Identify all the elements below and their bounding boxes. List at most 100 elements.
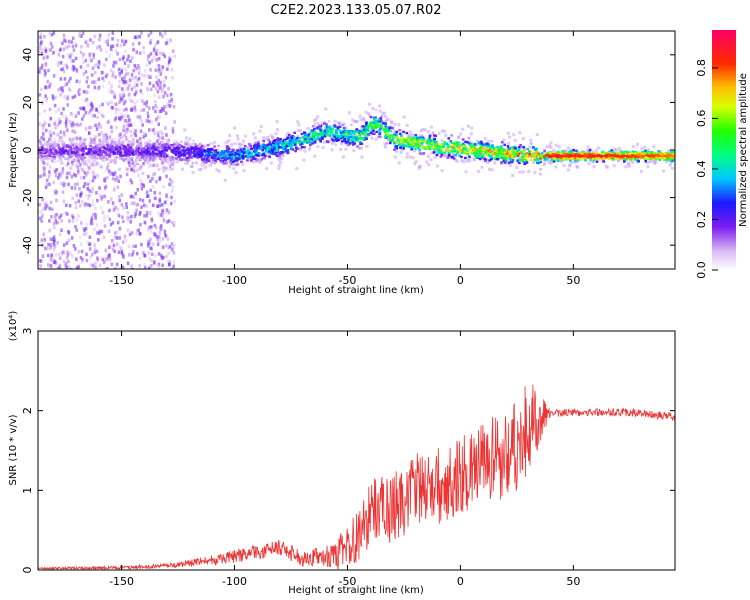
spectrogram-cell: [182, 153, 185, 156]
spectrogram-noise-cell: [148, 266, 151, 269]
spectrogram-cell: [262, 153, 265, 157]
spectrogram-cell: [622, 154, 625, 157]
spectrogram-cell: [171, 158, 174, 161]
spectrogram-halo-cell: [236, 134, 239, 138]
spectrogram-cell: [484, 151, 487, 154]
spectrogram-noise-cell: [92, 52, 95, 57]
spectrogram-cell: [522, 155, 525, 158]
spectrogram-noise-cell: [88, 235, 92, 239]
spectrogram-noise-cell: [71, 124, 74, 128]
spectrogram-noise-cell: [170, 99, 174, 104]
spectrogram-cell: [236, 151, 240, 154]
spectrogram-cell: [221, 160, 225, 163]
colorbar-tick-label: 0.8: [695, 59, 708, 77]
spectrogram-noise-cell: [158, 231, 161, 235]
spectrogram-cell: [508, 154, 512, 157]
spectrogram-cell: [330, 142, 334, 145]
spectrogram-halo-cell: [80, 167, 84, 171]
spectrogram-halo-cell: [538, 172, 542, 176]
spectrogram-cell: [313, 137, 316, 140]
spectrogram-noise-cell: [162, 218, 165, 222]
spectrogram-cell: [188, 153, 191, 156]
spectrogram-cell: [68, 153, 71, 156]
spectrogram-halo-cell: [469, 132, 473, 136]
spectrogram-noise-cell: [85, 252, 88, 257]
spectrogram-noise-cell: [170, 267, 173, 269]
spectrogram-cell: [338, 129, 342, 132]
spectrogram-noise-cell: [162, 94, 165, 99]
spectrogram-cell: [357, 137, 361, 140]
spectrogram-cell: [151, 152, 154, 155]
spectrogram-noise-cell: [45, 178, 49, 183]
spectrogram-cell: [474, 152, 477, 155]
spectrogram-noise-cell: [48, 172, 51, 176]
spectrogram-cell: [637, 155, 641, 158]
spectrogram-cell: [302, 141, 305, 144]
spectrogram-cell: [595, 160, 599, 163]
spectrogram-cell: [490, 158, 493, 161]
spectrogram-cell: [285, 137, 289, 140]
spectrogram-noise-cell: [103, 218, 106, 222]
spectrogram-halo-cell: [344, 126, 348, 130]
spectrogram-cell: [169, 155, 173, 159]
spectrogram-cell: [539, 160, 542, 163]
spectrogram-halo-cell: [643, 145, 647, 149]
spectrogram-noise-cell: [52, 131, 56, 135]
spectrogram-noise-cell: [136, 168, 139, 172]
spectrogram-cell: [41, 157, 45, 160]
spectrogram-cell: [446, 143, 450, 147]
spectrogram-noise-cell: [157, 133, 160, 137]
spectrogram-cell: [217, 144, 220, 148]
spectrogram-cell: [579, 157, 583, 160]
spectrogram-noise-cell: [149, 41, 152, 45]
spectrogram-cell: [566, 153, 569, 156]
spectrogram-cell: [350, 132, 353, 136]
spectrogram-halo-cell: [516, 160, 520, 164]
spectrogram-cell: [99, 152, 102, 156]
spectrogram-cell: [399, 146, 402, 149]
spectrogram-halo-cell: [240, 143, 244, 147]
spectrogram-noise-cell: [80, 34, 83, 38]
spectrogram-cell: [187, 158, 191, 162]
spectrogram-noise-cell: [168, 260, 172, 264]
spectrogram-cell: [229, 153, 232, 157]
spectrogram-cell: [471, 147, 475, 150]
spectrogram-halo-cell: [465, 159, 469, 163]
spectrogram-noise-cell: [159, 213, 163, 217]
spectrogram-noise-cell: [115, 176, 119, 180]
spectrogram-noise-cell: [148, 162, 152, 167]
spectrogram-noise-cell: [160, 159, 164, 163]
spectrogram-cell: [257, 145, 260, 148]
spectrogram-cell: [214, 151, 217, 154]
spectrogram-halo-cell: [614, 148, 618, 152]
spectrogram-noise-cell: [110, 90, 114, 94]
spectrogram-cell: [184, 158, 187, 162]
spectrogram-noise-cell: [100, 197, 103, 201]
spectrogram-cell: [514, 152, 518, 155]
spectrogram-noise-cell: [74, 225, 77, 229]
spectrogram-cell: [567, 150, 571, 154]
spectrogram-noise-cell: [84, 40, 88, 44]
spectrogram-noise-cell: [171, 162, 174, 166]
spectrogram-cell: [426, 147, 430, 150]
spectrogram-noise-cell: [129, 76, 132, 80]
spectrogram-noise-cell: [114, 267, 117, 269]
spectrogram-cell: [119, 151, 123, 154]
spectrogram-noise-cell: [157, 57, 161, 61]
spectrogram-noise-cell: [122, 206, 125, 210]
spectrogram-halo-cell: [368, 102, 372, 106]
spectrogram-cell: [414, 134, 418, 137]
spectrogram-cell: [97, 143, 101, 146]
spectrogram-cell: [194, 145, 198, 148]
spectrogram-cell: [122, 145, 126, 148]
spectrogram-noise-cell: [95, 191, 98, 195]
spectrogram-cell: [62, 141, 66, 144]
spectrogram-noise-cell: [79, 65, 83, 69]
spectrogram-cell: [517, 152, 521, 155]
spectrogram-noise-cell: [111, 37, 114, 41]
spectrogram-cell: [87, 159, 90, 162]
spectrogram-cell: [358, 131, 361, 135]
spectrogram-noise-cell: [62, 107, 65, 111]
spectrogram-cell: [477, 141, 481, 144]
spectrogram-noise-cell: [137, 156, 140, 160]
